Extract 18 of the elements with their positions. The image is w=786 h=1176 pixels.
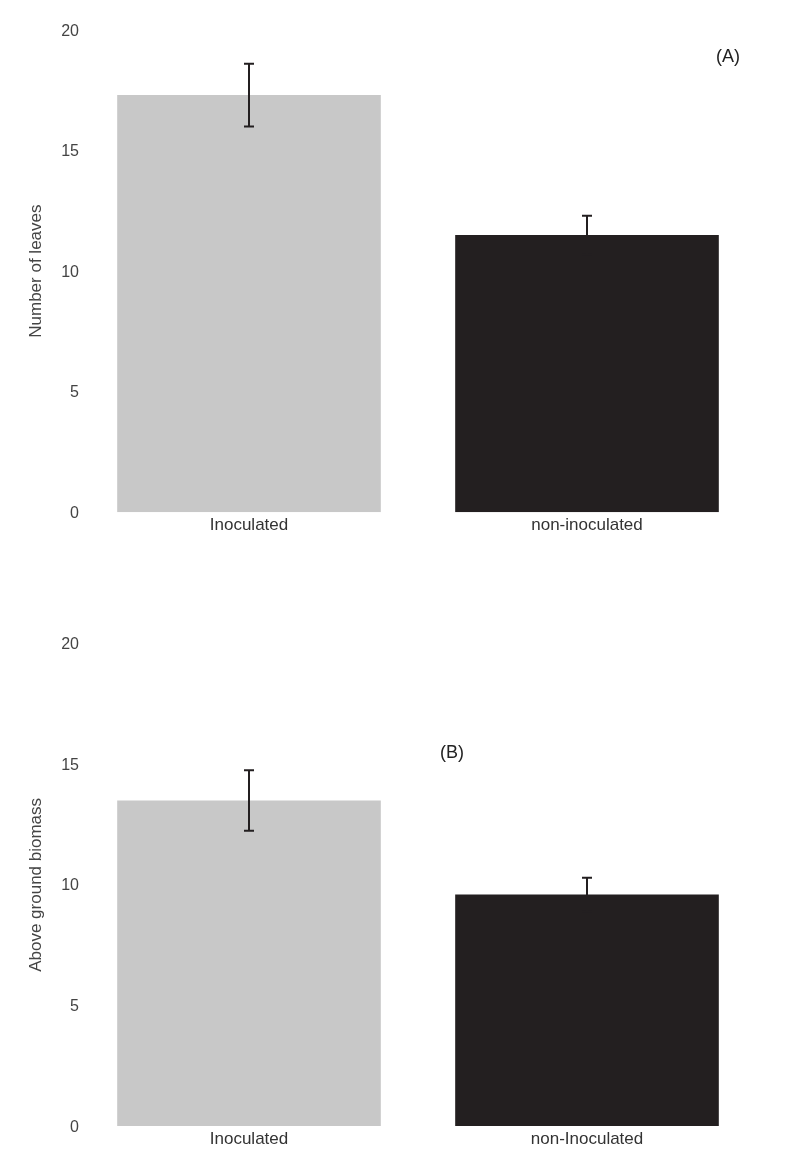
x-tick-label: Inoculated — [209, 1129, 289, 1148]
x-tick-label: non-Inoculated — [530, 1129, 644, 1148]
y-tick-label: 20 — [61, 21, 80, 39]
y-tick-label: 15 — [61, 142, 80, 160]
y-tick-label: 10 — [61, 876, 80, 894]
y-axis-title: Number of leaves — [25, 204, 45, 338]
y-tick-label: 5 — [70, 383, 80, 401]
annotation: (B) — [440, 742, 464, 762]
y-axis-title: Above ground biomass — [25, 797, 45, 972]
x-tick-label: Inoculated — [209, 515, 289, 535]
y-tick-label: 10 — [61, 262, 80, 280]
y-tick-label: 5 — [70, 997, 80, 1015]
x-tick-label: non-inoculated — [531, 515, 643, 535]
y-tick-label: 0 — [70, 1117, 80, 1135]
y-tick-label: 0 — [70, 503, 80, 521]
annotation: (A) — [716, 46, 740, 66]
y-tick-label: 15 — [61, 755, 80, 773]
y-tick-label: 20 — [61, 635, 80, 653]
